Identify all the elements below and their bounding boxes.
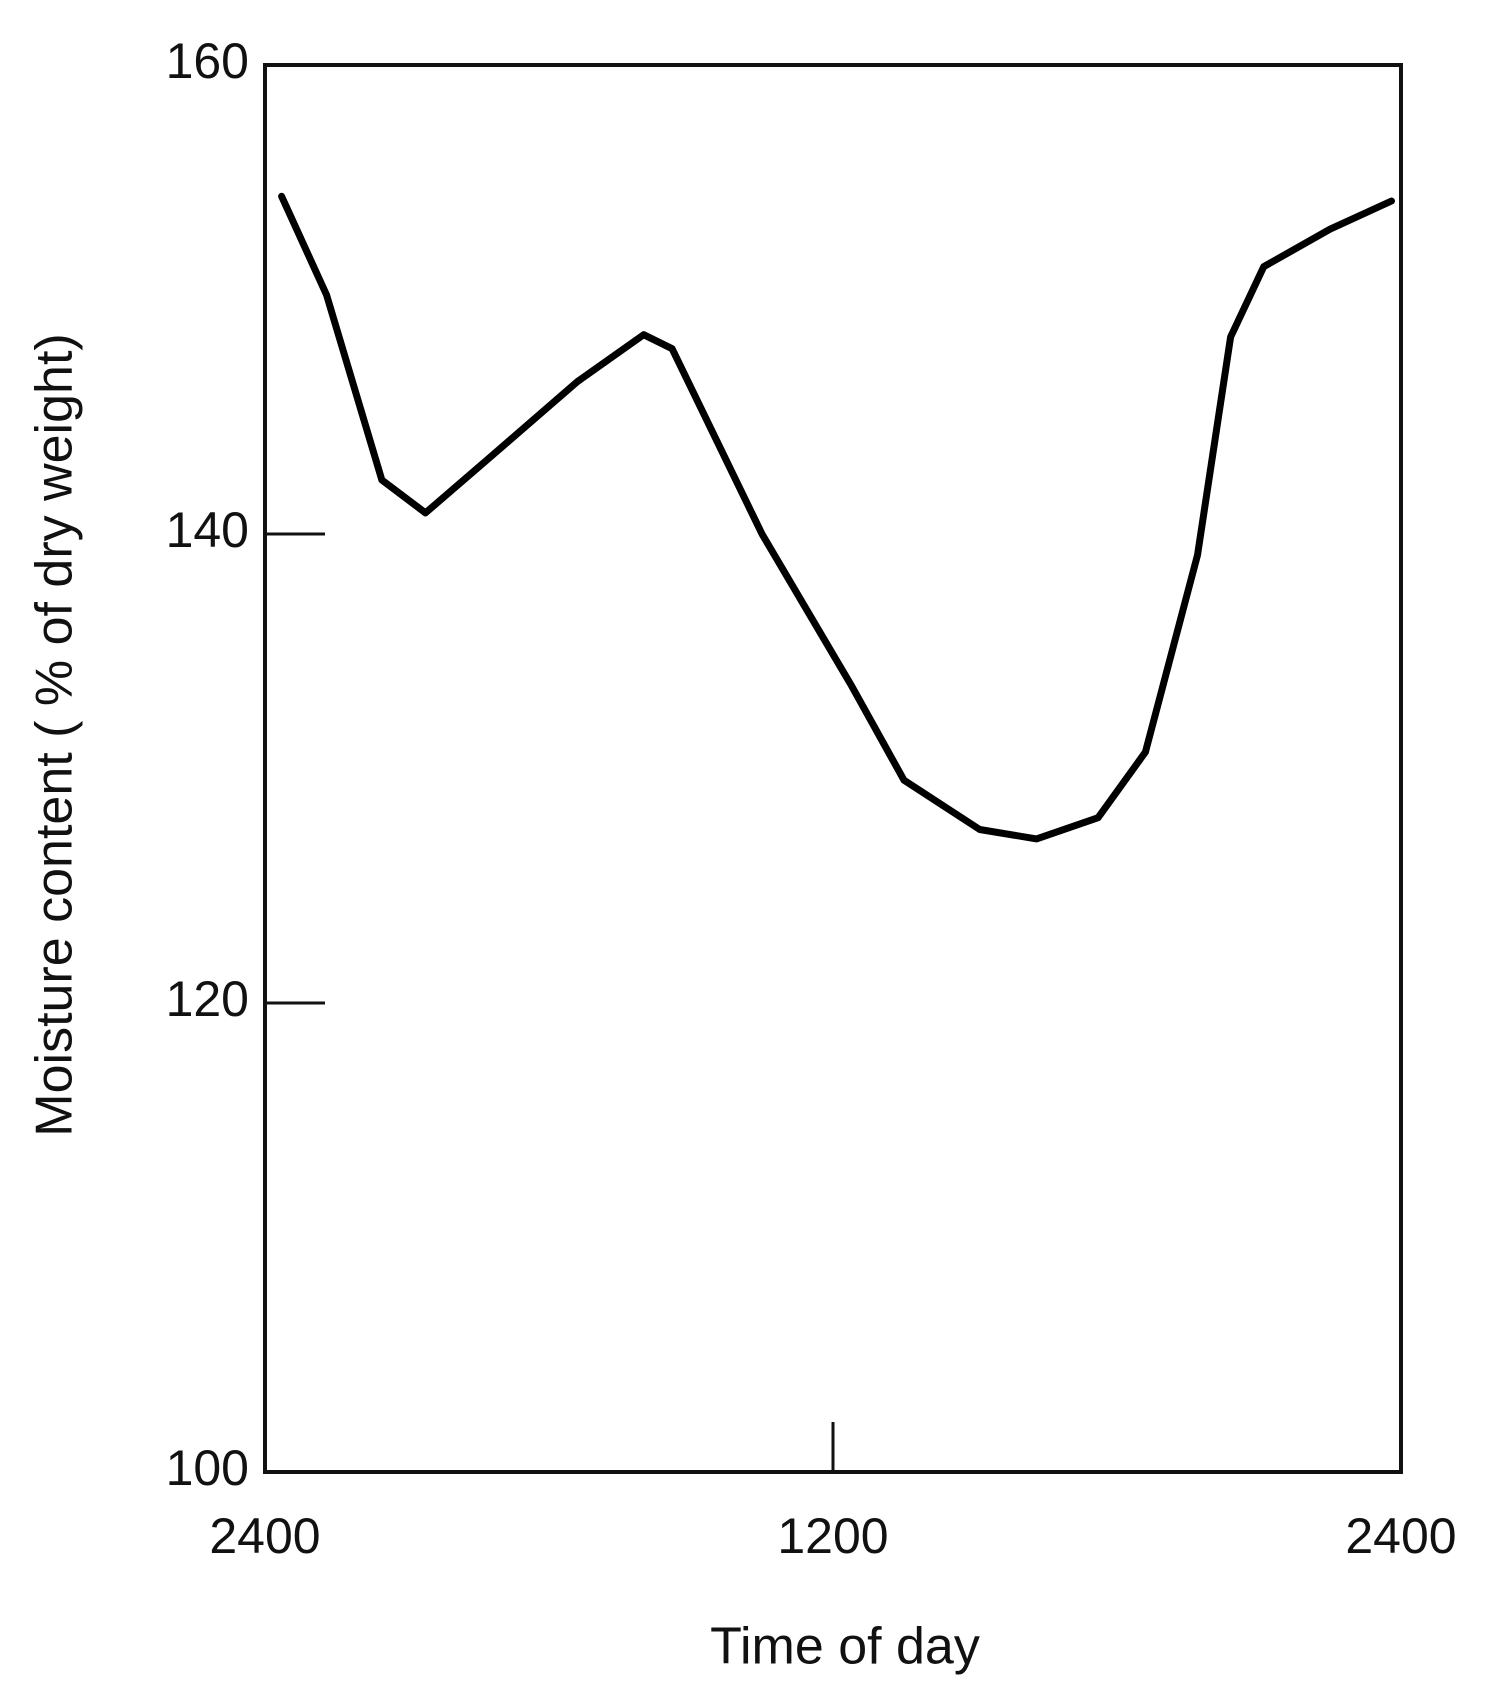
x-tick-label: 2400 — [209, 1508, 320, 1564]
x-tick-label: 1200 — [777, 1508, 888, 1564]
x-axis-title: Time of day — [710, 1618, 980, 1676]
y-tick-label: 120 — [166, 971, 249, 1027]
x-tick-label: 2400 — [1345, 1508, 1456, 1564]
plot-frame — [263, 63, 1403, 1474]
data-line — [278, 192, 1395, 843]
y-tick-label: 100 — [166, 1440, 249, 1496]
y-axis-title: Moisture content ( % of dry weight) — [26, 333, 84, 1136]
y-tick-label: 140 — [166, 502, 249, 558]
y-tick-label: 160 — [166, 33, 249, 89]
